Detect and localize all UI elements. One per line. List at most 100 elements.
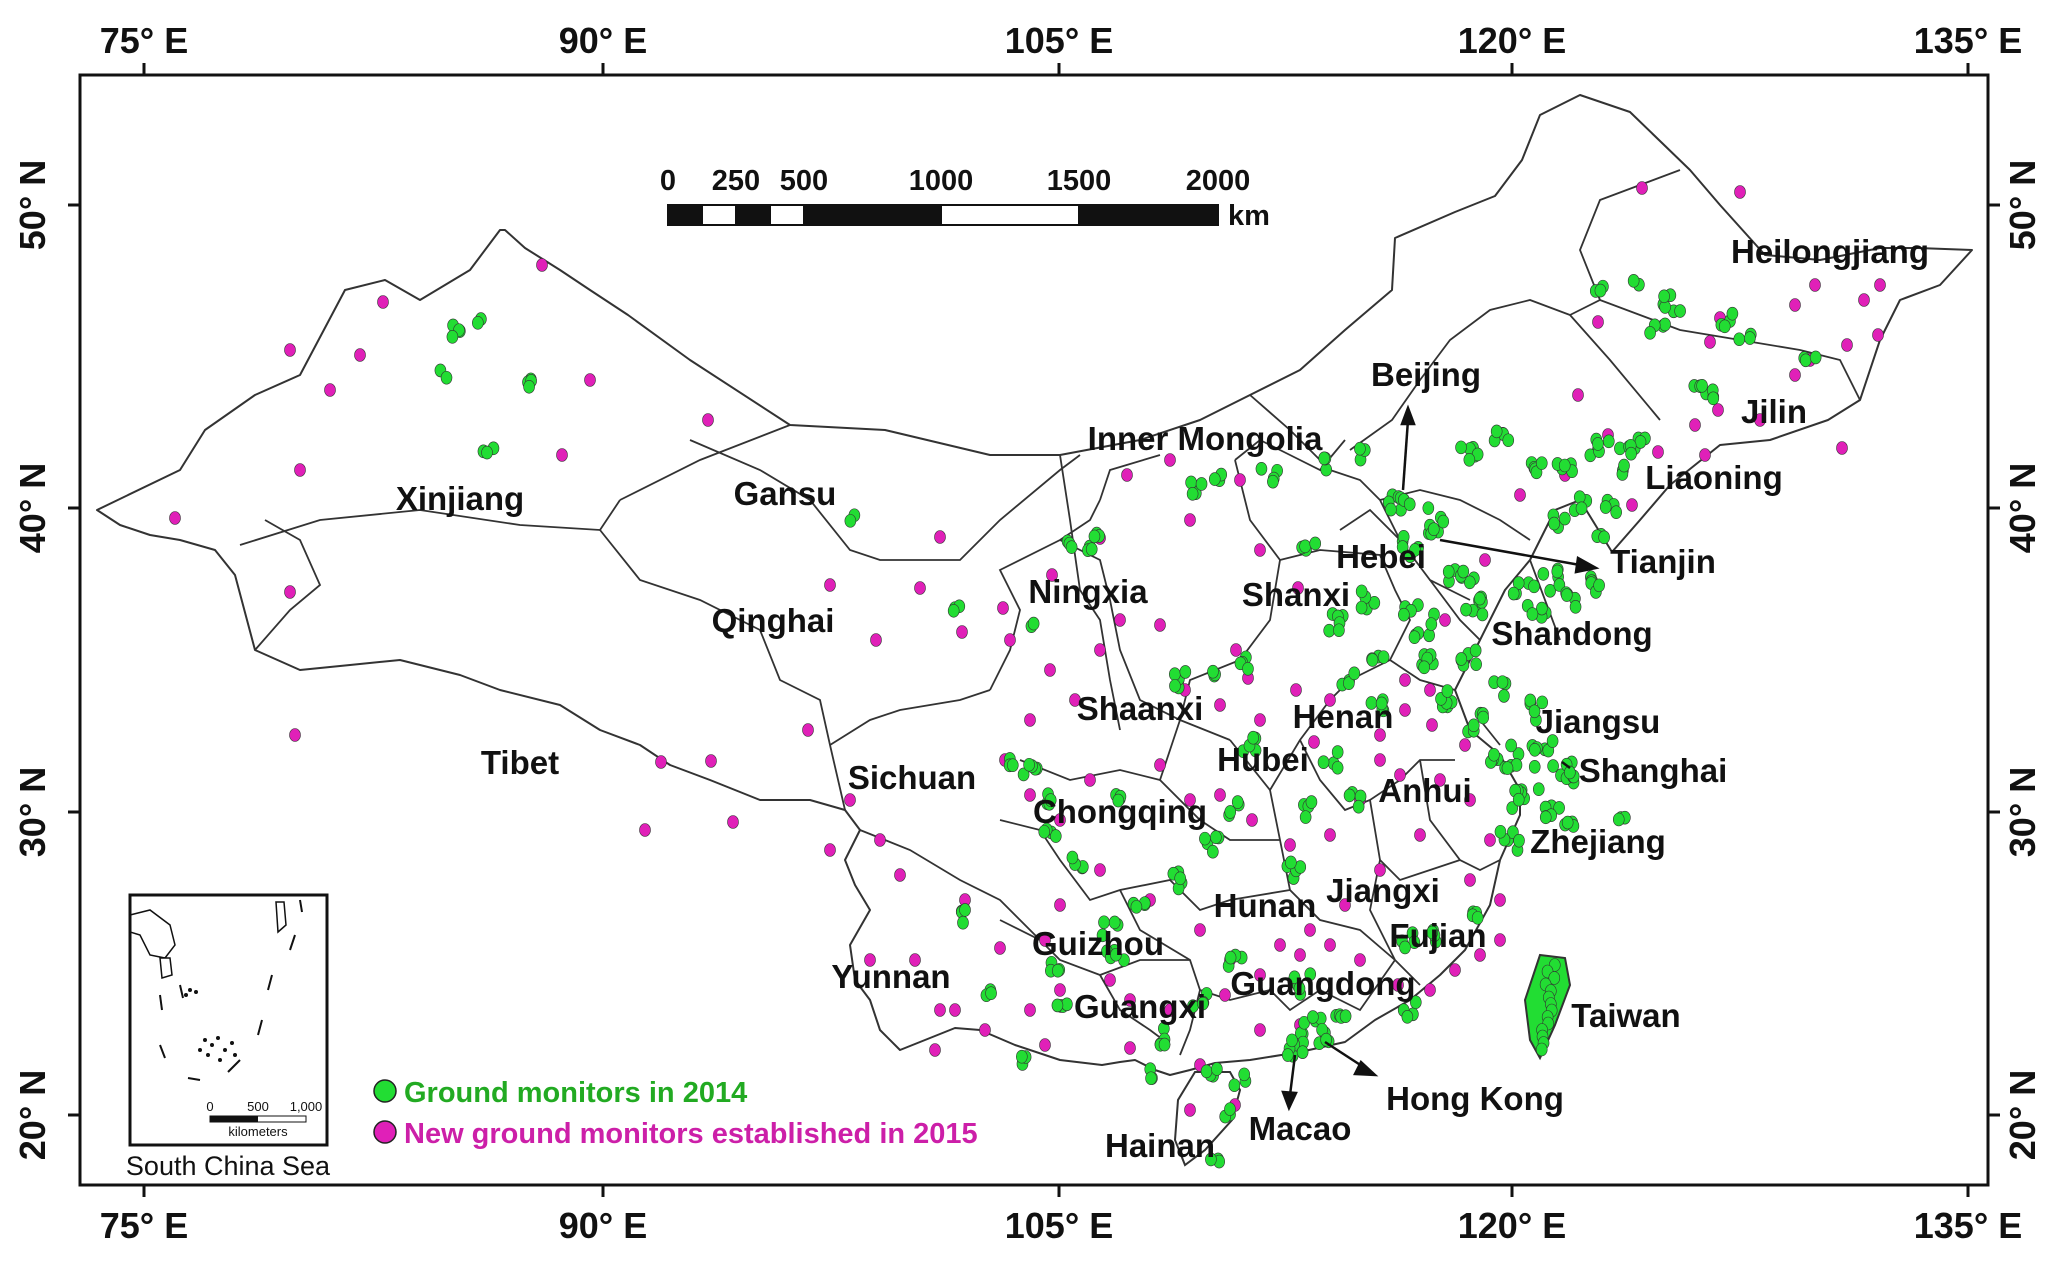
monitor-2015-dot — [1434, 773, 1446, 787]
monitor-2015-dot — [1626, 498, 1638, 512]
monitor-2014-dot — [1238, 1067, 1250, 1082]
monitor-2015-dot — [1459, 738, 1471, 752]
monitor-2014-dot — [1477, 710, 1490, 725]
monitor-2014-dot — [1299, 810, 1312, 824]
region-label-jiangsu: Jiangsu — [1536, 703, 1661, 740]
monitor-2015-dot — [997, 601, 1009, 615]
callout-arrows — [1281, 404, 1600, 1112]
monitor-2014-dot — [1108, 915, 1121, 930]
monitor-2015-dot — [1699, 448, 1711, 462]
left-axis-labels: 50° N 40° N 30° N 20° N — [12, 160, 53, 1160]
monitor-2015-dot — [1184, 513, 1196, 527]
region-label-sichuan: Sichuan — [848, 759, 976, 796]
region-label-shaanxi: Shaanxi — [1077, 690, 1204, 727]
monitor-2014-dot — [1610, 505, 1622, 519]
monitor-2015-dot — [1094, 863, 1106, 877]
region-label-hainan: Hainan — [1105, 1127, 1215, 1164]
monitors-2014-layer — [434, 274, 1822, 1169]
monitor-2015-dot — [727, 815, 739, 829]
monitor-2014-dot — [1293, 981, 1306, 996]
south-china-sea-inset: 0 500 1,000 kilometers South China Sea — [126, 893, 331, 1181]
monitor-2014-dot — [1145, 1071, 1157, 1086]
scale-label: 250 — [712, 165, 760, 197]
right-axis-label: 40° N — [2002, 463, 2043, 553]
monitor-2014-dot — [1366, 653, 1379, 667]
monitor-2014-dot — [1532, 782, 1545, 797]
scale-label: 500 — [780, 165, 828, 197]
region-label-shandong: Shandong — [1491, 615, 1652, 652]
monitor-2015-dot — [584, 373, 596, 387]
monitor-2014-dot — [1049, 829, 1062, 843]
monitor-2014-dot — [1185, 475, 1197, 490]
monitor-2014-dot — [1539, 810, 1552, 825]
monitor-2014-dot — [1343, 788, 1356, 803]
monitor-2015-dot — [1304, 923, 1316, 937]
monitor-2015-dot — [1294, 948, 1306, 962]
monitor-2014-dot — [1377, 650, 1390, 664]
monitor-2014-dot — [1320, 1032, 1332, 1047]
monitor-2014-dot — [1110, 947, 1122, 962]
monitor-2014-dot — [1470, 657, 1482, 672]
monitor-2015-dot — [1809, 278, 1821, 292]
region-label-taiwan: Taiwan — [1571, 997, 1680, 1034]
macao-arrow-head — [1281, 1090, 1298, 1112]
monitor-2014-dot — [1210, 830, 1222, 845]
inset-hainan — [159, 957, 173, 979]
region-label-macao: Macao — [1249, 1110, 1352, 1147]
scale-bar: 0 250 500 1000 1500 2000 km — [660, 165, 1270, 232]
monitor-2014-dot — [1286, 1033, 1298, 1048]
monitor-2015-dot — [1164, 1003, 1176, 1017]
scale-label: 0 — [660, 165, 676, 197]
monitor-2014-dot — [1205, 1152, 1217, 1167]
monitor-2014-dot — [1317, 755, 1330, 769]
legend-label-2014: Ground monitors in 2014 — [404, 1077, 747, 1109]
monitor-2014-dot — [1463, 453, 1476, 467]
monitor-2015-dot — [1414, 828, 1426, 842]
monitor-2014-dot — [1066, 850, 1079, 865]
monitor-2014-dot — [1174, 871, 1186, 886]
monitor-2015-dot — [914, 581, 926, 595]
monitor-2015-dot — [802, 723, 814, 737]
monitor-2014-dot — [1408, 630, 1421, 644]
monitor-2014-dot — [1331, 745, 1344, 759]
monitor-2015-dot — [1426, 718, 1438, 732]
monitor-2015-dot — [324, 383, 336, 397]
monitor-2015-dot — [1219, 988, 1231, 1002]
monitor-2015-dot — [1184, 793, 1196, 807]
monitor-2015-dot — [1124, 1041, 1136, 1055]
monitor-2014-dot — [1455, 440, 1467, 455]
monitor-2014-dot — [1052, 963, 1064, 978]
region-label-ningxia: Ningxia — [1028, 573, 1148, 610]
inset-taiwan — [275, 901, 287, 934]
monitor-2015-dot — [824, 578, 836, 592]
inset-scale-unit: kilometers — [228, 1124, 288, 1139]
inset-scale-label: 500 — [247, 1099, 269, 1114]
monitor-2014-dot — [1423, 628, 1435, 643]
monitor-2015-dot — [1484, 833, 1496, 847]
monitor-2014-dot — [1323, 623, 1335, 638]
region-label-inner-mongolia: Inner Mongolia — [1088, 420, 1323, 457]
monitor-2014-dot — [1498, 689, 1510, 703]
region-label-guangxi: Guangxi — [1074, 988, 1206, 1025]
monitor-2015-dot — [1184, 1103, 1196, 1117]
monitor-2015-dot — [1104, 973, 1116, 987]
monitor-2015-dot — [1024, 713, 1036, 727]
monitor-2014-dot — [1169, 667, 1181, 682]
monitor-2014-dot — [1659, 317, 1671, 332]
inset-scale-label: 1,000 — [290, 1099, 323, 1114]
monitor-2014-dot — [1634, 435, 1647, 449]
monitor-2015-dot — [1054, 813, 1066, 827]
monitor-2015-dot — [1230, 643, 1242, 657]
region-label-hong-kong: Hong Kong — [1386, 1080, 1564, 1117]
monitor-2014-dot — [1267, 474, 1279, 489]
monitor-2014-dot — [1208, 472, 1221, 486]
monitor-2015-dot — [1439, 613, 1451, 627]
monitor-2015-dot — [1234, 473, 1246, 487]
monitor-2014-dot — [1558, 458, 1571, 473]
monitor-2015-dot — [639, 823, 651, 837]
monitor-2014-dot — [1195, 477, 1208, 491]
monitor-2014-dot — [1507, 586, 1520, 601]
monitor-2014-dot — [1355, 600, 1368, 615]
monitor-2015-dot — [1024, 788, 1036, 802]
monitor-2014-dot — [1553, 801, 1565, 815]
